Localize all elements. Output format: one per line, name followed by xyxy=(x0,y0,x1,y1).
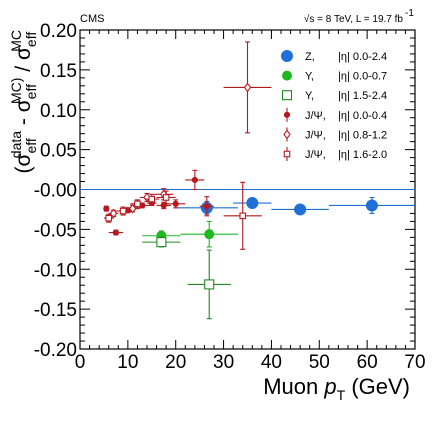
series-3 xyxy=(103,169,214,236)
data-point xyxy=(365,199,378,212)
data-point xyxy=(191,176,198,184)
data-point xyxy=(204,229,215,240)
data-point xyxy=(203,203,210,210)
x-tick-label: 30 xyxy=(213,352,234,373)
y-tick-label: -0.15 xyxy=(34,300,77,321)
data-point xyxy=(246,197,259,210)
legend-series-name: J/Ψ, xyxy=(305,149,326,161)
data-point xyxy=(103,205,110,212)
legend-series-region: |η| 0.0-0.4 xyxy=(338,110,387,122)
legend-entry-5: J/Ψ, |η| 1.6-2.0 xyxy=(283,147,387,161)
legend-marker xyxy=(281,50,293,62)
legend-series-region: |η| 1.6-2.0 xyxy=(338,149,387,161)
legend-series-region: |η| 0.0-0.7 xyxy=(338,71,387,83)
chart-labels-group: CMS √s = 8 TeV, L = 19.7 fb -1 Muon pT (… xyxy=(8,8,414,403)
legend-marker xyxy=(281,90,293,101)
y-axis-title: (σeffdata - σeffMC) / σeffMC xyxy=(8,30,39,173)
legend-series-name: Υ, xyxy=(305,71,314,83)
data-point xyxy=(239,212,247,220)
legend-marker xyxy=(283,129,291,140)
legend-series-name: J/Ψ, xyxy=(305,110,326,122)
legend-marker xyxy=(282,70,292,81)
y-tick-label: 0.20 xyxy=(40,21,77,42)
data-point xyxy=(148,195,156,203)
legend-series-name: Z, xyxy=(305,51,315,63)
data-point xyxy=(105,214,113,222)
axis-frame-group: 0 10 20 30 40 50 60 70 -0.20 -0.15 -0.10 -0.05 -0.00… xyxy=(34,21,426,373)
x-axis-title: Muon pT (GeV) xyxy=(263,374,410,403)
legend-series-region: |η| 1.5-2.4 xyxy=(338,90,387,102)
data-point xyxy=(156,237,167,248)
data-point xyxy=(204,279,215,290)
y-tick-label: -0.05 xyxy=(34,220,77,241)
y-tick-label: -0.20 xyxy=(34,340,77,361)
x-tick-label: 40 xyxy=(261,352,282,373)
legend-series-name: Υ, xyxy=(305,90,314,102)
legend-series-region: |η| 0.0-2.4 xyxy=(338,51,387,63)
legend-series-name: J/Ψ, xyxy=(305,129,326,141)
y-tick-label: 0.05 xyxy=(40,141,77,162)
series-5 xyxy=(103,181,262,250)
energy-label-superscript: -1 xyxy=(405,8,414,19)
x-tick-label: 70 xyxy=(404,352,425,373)
legend-entry-0: Z, |η| 0.0-2.4 xyxy=(281,50,387,63)
data-point xyxy=(162,194,170,201)
legend-entry-3: J/Ψ, |η| 0.0-0.4 xyxy=(283,107,387,122)
legend-entry-1: Υ, |η| 0.0-0.7 xyxy=(282,70,387,83)
data-point xyxy=(172,200,179,207)
x-tick-label: 10 xyxy=(117,352,138,373)
legend-entry-4: J/Ψ, |η| 0.8-1.2 xyxy=(283,127,387,142)
x-tick-label: 50 xyxy=(309,352,330,373)
series-2 xyxy=(142,236,231,320)
y-tick-label: 0.15 xyxy=(40,61,77,82)
legend-series-region: |η| 0.8-1.2 xyxy=(338,129,387,141)
x-tick-label: 0 xyxy=(75,352,86,373)
energy-label: √s = 8 TeV, L = 19.7 fb xyxy=(304,13,404,25)
legend-marker xyxy=(283,111,291,118)
legend-marker xyxy=(283,150,291,158)
x-tick-label: 20 xyxy=(165,352,186,373)
experiment-label: CMS xyxy=(80,13,104,25)
data-point xyxy=(294,203,307,216)
y-tick-label: -0.10 xyxy=(34,260,77,281)
x-tick-label: 60 xyxy=(357,352,378,373)
data-point xyxy=(112,229,119,236)
series-4 xyxy=(108,41,272,219)
legend-entry-2: Υ, |η| 1.5-2.4 xyxy=(281,90,387,102)
y-tick-label: -0.00 xyxy=(34,181,77,202)
data-point xyxy=(119,207,127,215)
data-point xyxy=(243,82,252,93)
data-marks-group xyxy=(103,41,415,320)
legend: Z, |η| 0.0-2.4 Υ, |η| 0.0-0.7 Υ, |η| 1.5-2.4 J… xyxy=(281,50,387,161)
data-point xyxy=(134,200,141,208)
y-tick-label: 0.10 xyxy=(40,101,77,122)
